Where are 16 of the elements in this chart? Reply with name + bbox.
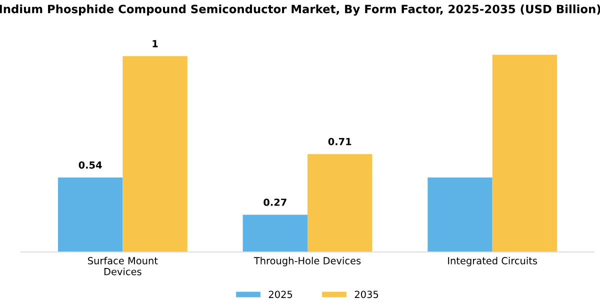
data-label: 0.54 [78, 161, 102, 169]
bar [242, 214, 308, 252]
x-tick-label: Through-Hole Devices [254, 256, 361, 266]
data-label: 0.27 [264, 198, 286, 206]
bar [428, 178, 492, 252]
legend-label: 2025 [268, 290, 292, 298]
data-label: 0.71 [328, 138, 352, 146]
bar [58, 178, 123, 252]
x-tick-label: Integrated Circuits [448, 256, 538, 266]
chart-title: Indium Phosphide Compound Semiconductor Market, By Form Factor, 2025-2035 (USD Billion) [0, 4, 600, 16]
bar [122, 56, 188, 252]
legend-label: 2035 [354, 290, 378, 298]
data-label: 1 [152, 40, 158, 48]
bar [308, 154, 372, 252]
x-tick-label: Surface Mount Devices [88, 256, 158, 276]
bar [492, 54, 558, 252]
